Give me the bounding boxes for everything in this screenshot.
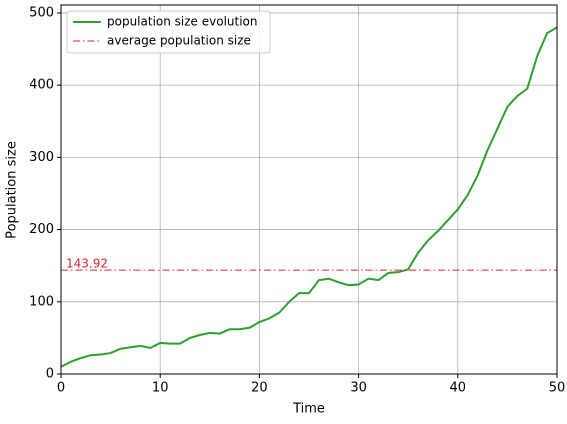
legend-label: average population size bbox=[107, 34, 251, 48]
legend-box bbox=[66, 10, 271, 54]
plot-frame bbox=[60, 4, 558, 375]
y-tick-label: 200 bbox=[29, 222, 54, 237]
y-axis-label: Population size bbox=[5, 141, 20, 239]
x-tick-label: 0 bbox=[57, 381, 65, 396]
y-tick-label: 100 bbox=[29, 294, 54, 309]
x-tick-label: 20 bbox=[251, 381, 268, 396]
y-tick-label: 500 bbox=[29, 5, 54, 20]
average-label: 143.92 bbox=[66, 257, 108, 271]
legend-label: population size evolution bbox=[107, 15, 258, 29]
y-tick-label: 400 bbox=[29, 78, 54, 93]
y-tick-label: 0 bbox=[46, 367, 54, 382]
x-tick-label: 40 bbox=[450, 381, 467, 396]
x-tick-label: 50 bbox=[549, 381, 566, 396]
x-tick-label: 30 bbox=[350, 381, 367, 396]
y-tick-label: 300 bbox=[29, 150, 54, 165]
data-line bbox=[60, 26, 558, 368]
x-axis-label: Time bbox=[292, 402, 325, 417]
x-tick-label: 10 bbox=[152, 381, 169, 396]
